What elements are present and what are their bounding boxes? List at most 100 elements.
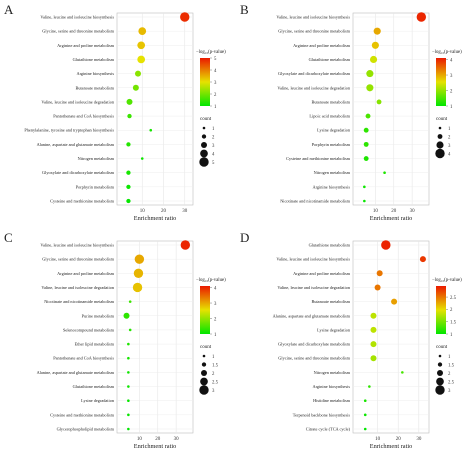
category-label: Arginine biosynthesis bbox=[76, 71, 114, 76]
category-label: Valine, leucine and isoleucine biosynthe… bbox=[276, 257, 350, 263]
size-legend-label: 2 bbox=[448, 372, 451, 377]
category-label: Glycine, serine and threonine metabolism bbox=[42, 29, 114, 35]
category-label: Nitrogen metabolism bbox=[78, 156, 115, 161]
size-legend-dot bbox=[437, 134, 443, 139]
category-label: Valine, leucine and isoleucine degradati… bbox=[41, 285, 115, 291]
category-label: Glycine, serine and threonine metabolism bbox=[278, 29, 350, 35]
category-label: Glycine, serine and threonine metabolism bbox=[42, 257, 114, 263]
data-point bbox=[365, 113, 371, 119]
color-legend-label: 2 bbox=[214, 317, 217, 322]
data-point bbox=[123, 312, 130, 319]
x-tick-label: 30 bbox=[410, 209, 416, 214]
panel-letter: B bbox=[240, 2, 249, 17]
color-legend-bar bbox=[436, 286, 446, 334]
data-point bbox=[366, 84, 374, 92]
chart-panel-d: D Glutathione metabolism Valine, leucine a… bbox=[240, 230, 462, 450]
category-label: Arginine and proline metabolism bbox=[57, 43, 115, 48]
x-tick-label: 20 bbox=[155, 437, 161, 442]
size-legend-label: 5 bbox=[212, 161, 215, 166]
color-legend-label: 2 bbox=[214, 93, 217, 98]
size-legend-dot bbox=[437, 370, 443, 376]
data-point bbox=[363, 185, 366, 189]
data-point bbox=[363, 413, 367, 417]
category-label: Glutathione metabolism bbox=[309, 57, 351, 62]
data-point bbox=[363, 427, 367, 431]
color-legend-label: 2.5 bbox=[450, 296, 457, 301]
size-legend-label: 4 bbox=[448, 152, 451, 157]
data-point bbox=[419, 256, 426, 263]
color-legend-title: −log₁₀(p-value) bbox=[432, 50, 462, 55]
category-label: Terpenoid backbone biosynthesis bbox=[293, 412, 351, 417]
category-label: Nitrogen metabolism bbox=[314, 370, 351, 375]
category-label: Lysine degradation bbox=[81, 398, 115, 403]
category-label: Cysteine and methionine metabolism bbox=[286, 156, 351, 161]
data-point bbox=[369, 55, 378, 64]
category-label: Porphyrin metabolism bbox=[76, 184, 115, 189]
size-legend-label: 1.5 bbox=[448, 363, 455, 368]
data-point bbox=[149, 128, 153, 132]
size-legend-label: 3 bbox=[212, 144, 215, 149]
category-label: Valine, leucine and isoleucine degradati… bbox=[277, 285, 351, 291]
size-legend-label: 2 bbox=[448, 135, 451, 140]
x-tick-label: 20 bbox=[161, 209, 167, 214]
data-point bbox=[126, 184, 131, 189]
category-label: Alanine, aspartate and glutamate metabol… bbox=[273, 313, 351, 319]
data-point bbox=[376, 270, 383, 277]
x-axis-title: Enrichment ratio bbox=[370, 443, 413, 450]
size-legend-dot bbox=[437, 362, 443, 367]
data-point bbox=[126, 98, 133, 105]
data-point bbox=[371, 41, 379, 49]
data-point bbox=[383, 171, 386, 174]
category-label: Lipoic acid metabolism bbox=[309, 114, 350, 119]
color-legend-label: 2 bbox=[450, 89, 453, 94]
size-legend-dot bbox=[199, 157, 209, 167]
size-legend-title: count bbox=[200, 117, 212, 122]
color-legend-label: 1 bbox=[214, 105, 217, 110]
color-legend-title: −log₁₀(p-value) bbox=[196, 278, 226, 283]
color-legend-bar bbox=[200, 286, 210, 334]
size-legend-label: 2 bbox=[212, 135, 215, 140]
color-legend-label: 4 bbox=[214, 286, 217, 291]
data-point bbox=[370, 312, 377, 319]
category-label: Arginine biosynthesis bbox=[312, 184, 350, 189]
x-tick-label: 10 bbox=[140, 209, 146, 214]
color-legend-label: 4 bbox=[450, 58, 453, 63]
data-point bbox=[381, 240, 391, 250]
size-legend-dot bbox=[201, 142, 207, 148]
size-legend-dot bbox=[438, 354, 442, 358]
category-label: Pantothenate and CoA biosynthesis bbox=[53, 114, 114, 119]
data-point bbox=[370, 326, 377, 333]
size-legend-dot bbox=[201, 370, 207, 376]
color-legend-label: 5 bbox=[214, 57, 217, 62]
category-label: Glutathione metabolism bbox=[309, 243, 351, 248]
panel-letter: A bbox=[4, 2, 14, 17]
x-tick-label: 10 bbox=[137, 437, 143, 442]
category-label: Citrate cycle (TCA cycle) bbox=[306, 427, 351, 432]
size-legend-title: count bbox=[200, 345, 212, 350]
data-point bbox=[368, 385, 371, 388]
size-legend-title: count bbox=[436, 345, 448, 350]
category-label: Butanoate metabolism bbox=[311, 299, 350, 304]
x-tick-label: 20 bbox=[396, 437, 402, 442]
category-label: Cysteine and methionine metabolism bbox=[50, 199, 115, 204]
size-legend-dot bbox=[435, 148, 445, 159]
data-point bbox=[363, 199, 366, 203]
x-axis-title: Enrichment ratio bbox=[134, 215, 177, 222]
category-label: Arginine biosynthesis bbox=[312, 384, 350, 389]
category-label: Butanoate metabolism bbox=[311, 99, 350, 104]
color-legend-label: 1 bbox=[214, 333, 217, 338]
category-label: Valine, leucine and isoleucine biosynthe… bbox=[276, 15, 350, 21]
data-point bbox=[416, 12, 427, 22]
category-label: Phenylalanine, tyrosine and tryptophan b… bbox=[24, 128, 114, 134]
size-legend-label: 2.5 bbox=[448, 380, 455, 385]
size-legend-label: 4 bbox=[212, 152, 215, 157]
data-point bbox=[370, 355, 377, 362]
category-label: Selenocompound metabolism bbox=[63, 327, 115, 332]
panel-letter: C bbox=[4, 230, 13, 245]
data-point bbox=[132, 84, 139, 91]
size-legend-dot bbox=[202, 126, 206, 130]
chart-panel-a: A Valine, leucine and isoleucine biosynth… bbox=[4, 2, 226, 222]
category-label: Glycerophospholipid metabolism bbox=[57, 427, 115, 432]
category-label: Lysine degradation bbox=[317, 128, 351, 133]
category-label: Glutathione metabolism bbox=[73, 57, 115, 62]
